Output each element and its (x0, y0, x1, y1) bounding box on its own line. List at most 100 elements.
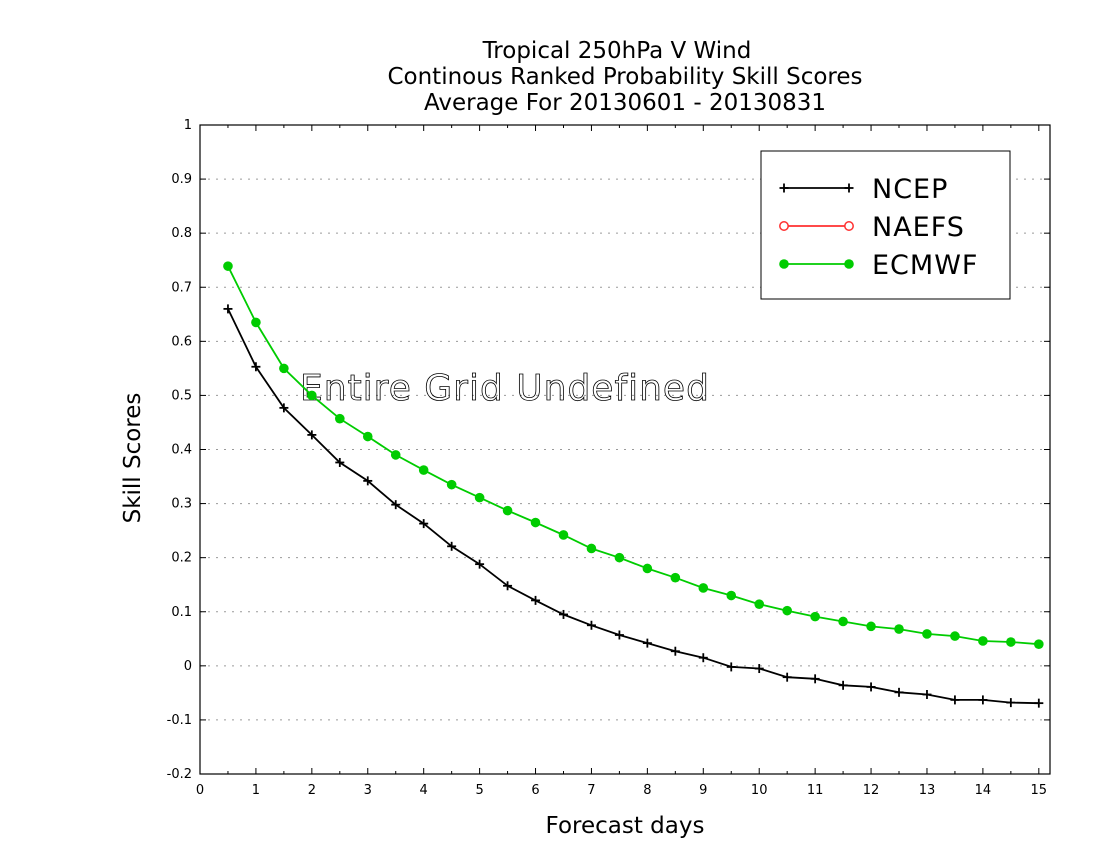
legend-marker-naefs (779, 221, 789, 231)
x-axis-label: Forecast days (546, 813, 705, 839)
x-tick-label: 9 (699, 783, 707, 798)
legend-box (760, 150, 1011, 300)
data-point-ecmwf (642, 563, 653, 574)
series-line-ecmwf (227, 265, 1039, 646)
y-tick-label: 0.5 (171, 388, 192, 403)
legend-items: NCEP NAEFS ECMWF (779, 174, 977, 281)
data-point-ncep (279, 403, 289, 413)
data-point-ecmwf (950, 631, 960, 641)
legend-marker-ncep (779, 183, 789, 193)
y-tick-label: -0.1 (167, 713, 192, 728)
data-point-ncep (894, 687, 904, 697)
data-point-ncep (335, 457, 345, 467)
x-tick-label: 2 (308, 783, 316, 798)
data-point-ncep (1006, 698, 1016, 708)
x-tick-label: 14 (975, 783, 992, 798)
data-point-ncep (866, 682, 876, 692)
y-tick-label: 0 (184, 659, 192, 674)
legend-marker-ecmwf (844, 259, 854, 269)
data-point-ecmwf (782, 605, 792, 616)
y-tick-label: 0.9 (171, 172, 192, 187)
x-tick-label: 5 (475, 783, 483, 798)
data-point-ecmwf (978, 636, 988, 646)
data-point-ncep (447, 541, 457, 551)
y-axis-ticks: -0.2 -0.1 0 0.1 0.2 0.3 0.4 0.5 0.6 0.7 0.8 0.9 1 (167, 118, 1050, 782)
data-point-ecmwf (474, 492, 485, 503)
data-point-ecmwf (922, 629, 932, 639)
data-point-ecmwf (586, 543, 597, 554)
data-point-ncep (363, 476, 373, 486)
data-point-ncep (726, 662, 736, 672)
series-ecmwf (223, 261, 1044, 649)
data-point-ncep (475, 559, 485, 569)
data-point-ncep (251, 362, 261, 372)
data-point-ncep (558, 609, 568, 619)
data-point-ncep (307, 430, 317, 440)
chart-title-line-2: Continous Ranked Probability Skill Score… (387, 64, 862, 90)
data-point-ncep (670, 646, 680, 656)
data-point-ecmwf (614, 552, 625, 563)
series-line-ncep (227, 308, 1039, 705)
legend-label-ncep: NCEP (872, 174, 948, 205)
chart-title: Tropical 250hPa V Wind Continous Ranked … (387, 38, 862, 116)
data-point-ecmwf (810, 611, 820, 622)
data-point-ecmwf (279, 363, 289, 374)
y-tick-label: 0.1 (171, 605, 192, 620)
data-point-ncep (810, 674, 820, 684)
legend-marker-naefs (844, 221, 854, 231)
data-point-ecmwf (1034, 639, 1044, 649)
x-tick-label: 6 (531, 783, 539, 798)
chart-title-line-1: Tropical 250hPa V Wind (482, 38, 752, 64)
data-point-ncep (614, 630, 624, 640)
data-point-ecmwf (362, 431, 373, 442)
data-point-ecmwf (502, 505, 513, 516)
y-tick-label: 1 (184, 118, 192, 133)
x-tick-label: 1 (252, 783, 260, 798)
data-point-ncep (950, 695, 960, 705)
data-point-ncep (922, 689, 932, 699)
x-tick-label: 12 (863, 783, 880, 798)
x-tick-label: 3 (364, 783, 372, 798)
data-point-ncep (586, 620, 596, 630)
data-point-ecmwf (754, 599, 765, 609)
undefined-grid-annotation: Entire Grid Undefined (300, 368, 710, 409)
data-point-ecmwf (418, 465, 429, 475)
data-point-ncep (754, 664, 764, 674)
data-point-ecmwf (390, 450, 401, 460)
legend-item-ncep: NCEP (779, 174, 948, 205)
x-tick-label: 7 (587, 783, 595, 798)
data-point-ecmwf (698, 583, 709, 593)
data-point-ecmwf (670, 572, 681, 583)
data-point-ncep (698, 653, 708, 663)
x-tick-label: 15 (1031, 783, 1048, 798)
data-point-ecmwf (251, 317, 261, 328)
x-tick-label: 10 (751, 783, 768, 798)
x-tick-label: 13 (919, 783, 936, 798)
legend-marker-ecmwf (779, 259, 789, 269)
data-point-ecmwf (866, 621, 876, 632)
series-ncep (223, 304, 1044, 708)
data-point-ncep (782, 672, 792, 682)
x-tick-label: 4 (420, 783, 428, 798)
x-axis-ticks: 0 1 2 3 4 5 6 7 8 9 10 11 12 13 14 15 (196, 125, 1047, 798)
series-layer (223, 261, 1044, 708)
y-tick-label: 0.6 (171, 334, 192, 349)
data-point-ecmwf (223, 261, 233, 271)
data-point-ecmwf (446, 479, 457, 490)
legend: NCEP NAEFS ECMWF (760, 150, 1011, 300)
data-point-ncep (978, 695, 988, 705)
data-point-ncep (531, 595, 541, 605)
data-point-ncep (1034, 698, 1044, 708)
gridlines (200, 178, 1050, 721)
data-point-ecmwf (530, 517, 541, 528)
data-point-ncep (503, 581, 513, 591)
legend-item-ecmwf: ECMWF (779, 250, 977, 281)
y-axis-label: Skill Scores (120, 393, 146, 524)
legend-marker-ncep (844, 183, 854, 193)
data-point-ecmwf (335, 413, 345, 424)
data-point-ncep (419, 519, 429, 529)
y-tick-label: 0.4 (171, 443, 192, 458)
x-tick-label: 0 (196, 783, 204, 798)
legend-label-naefs: NAEFS (872, 212, 965, 243)
